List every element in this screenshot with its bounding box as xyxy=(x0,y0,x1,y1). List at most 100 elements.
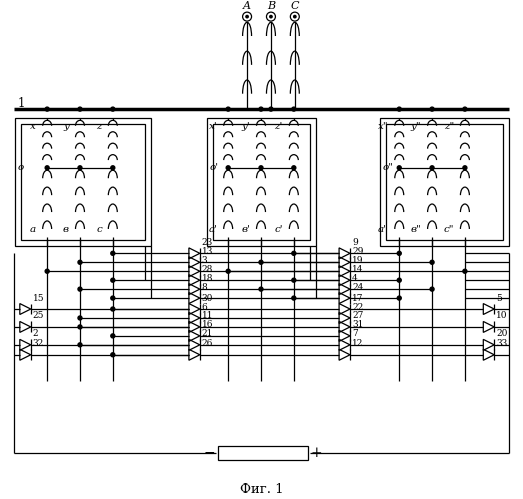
Text: 33: 33 xyxy=(496,339,507,348)
Text: 18: 18 xyxy=(202,273,213,282)
Text: a: a xyxy=(30,225,36,234)
Text: c": c" xyxy=(444,225,454,234)
Text: C: C xyxy=(291,0,299,10)
Circle shape xyxy=(45,269,49,273)
Circle shape xyxy=(78,287,82,291)
Circle shape xyxy=(78,343,82,347)
Text: 15: 15 xyxy=(33,293,44,302)
Text: 19: 19 xyxy=(352,256,363,265)
Text: 27: 27 xyxy=(352,311,363,320)
Text: +: + xyxy=(311,446,323,460)
Text: 2: 2 xyxy=(33,329,38,338)
Circle shape xyxy=(397,166,401,170)
Circle shape xyxy=(111,107,115,111)
Circle shape xyxy=(226,166,230,170)
Circle shape xyxy=(430,166,434,170)
Bar xyxy=(21,124,145,241)
Text: 5: 5 xyxy=(496,293,502,302)
Text: y": y" xyxy=(411,122,421,131)
Text: в': в' xyxy=(241,225,250,234)
Text: z': z' xyxy=(275,122,283,131)
Text: 22: 22 xyxy=(352,302,363,311)
Circle shape xyxy=(111,307,115,311)
Circle shape xyxy=(246,15,248,18)
Circle shape xyxy=(78,260,82,264)
Text: 16: 16 xyxy=(202,320,213,329)
Circle shape xyxy=(111,334,115,338)
Bar xyxy=(15,118,151,247)
Text: 7: 7 xyxy=(352,329,358,338)
Circle shape xyxy=(292,296,296,300)
Text: 28: 28 xyxy=(202,265,213,274)
Text: o": o" xyxy=(382,163,393,172)
Circle shape xyxy=(259,287,263,291)
Text: o': o' xyxy=(209,163,219,172)
Text: 3: 3 xyxy=(202,256,208,265)
Bar xyxy=(207,118,316,247)
Text: 29: 29 xyxy=(352,247,363,256)
Circle shape xyxy=(293,15,296,18)
Circle shape xyxy=(78,316,82,320)
Circle shape xyxy=(292,251,296,255)
Text: 9: 9 xyxy=(352,238,358,247)
Circle shape xyxy=(111,251,115,255)
Text: a': a' xyxy=(208,225,217,234)
Circle shape xyxy=(259,260,263,264)
Circle shape xyxy=(111,166,115,170)
Circle shape xyxy=(292,166,296,170)
Text: x': x' xyxy=(209,122,217,131)
Text: A: A xyxy=(243,0,251,10)
Text: y: y xyxy=(63,122,69,131)
Text: B: B xyxy=(267,0,275,10)
Text: 8: 8 xyxy=(202,282,208,291)
Bar xyxy=(213,124,310,241)
Bar xyxy=(380,118,509,247)
Text: 25: 25 xyxy=(33,311,44,320)
Text: 4: 4 xyxy=(352,273,358,282)
Text: 34: 34 xyxy=(256,448,270,458)
Text: 11: 11 xyxy=(202,311,213,320)
Circle shape xyxy=(430,260,434,264)
Circle shape xyxy=(226,269,230,273)
Text: o: o xyxy=(17,163,24,172)
Circle shape xyxy=(111,353,115,357)
Text: 30: 30 xyxy=(202,293,213,302)
Text: 20: 20 xyxy=(496,329,508,338)
Bar xyxy=(218,446,308,460)
Circle shape xyxy=(78,166,82,170)
Text: x": x" xyxy=(378,122,388,131)
Text: Фиг. 1: Фиг. 1 xyxy=(240,483,283,496)
Circle shape xyxy=(397,251,401,255)
Text: 26: 26 xyxy=(202,339,213,348)
Circle shape xyxy=(45,107,49,111)
Circle shape xyxy=(269,107,273,111)
Circle shape xyxy=(259,166,263,170)
Text: x: x xyxy=(30,122,36,131)
Circle shape xyxy=(397,107,401,111)
Text: 31: 31 xyxy=(352,320,363,329)
Circle shape xyxy=(78,325,82,329)
Text: в: в xyxy=(63,225,69,234)
Circle shape xyxy=(270,15,272,18)
Text: z": z" xyxy=(444,122,454,131)
Text: 6: 6 xyxy=(202,302,208,311)
Text: 23: 23 xyxy=(202,238,213,247)
Circle shape xyxy=(430,107,434,111)
Bar xyxy=(386,124,503,241)
Text: 21: 21 xyxy=(202,329,213,338)
Text: 14: 14 xyxy=(352,265,363,274)
Circle shape xyxy=(78,107,82,111)
Text: 17: 17 xyxy=(352,293,363,302)
Text: 32: 32 xyxy=(33,339,44,348)
Text: y': y' xyxy=(241,122,250,131)
Circle shape xyxy=(430,287,434,291)
Circle shape xyxy=(463,269,467,273)
Circle shape xyxy=(463,107,467,111)
Text: в": в" xyxy=(411,225,421,234)
Circle shape xyxy=(292,278,296,282)
Circle shape xyxy=(259,107,263,111)
Text: z: z xyxy=(96,122,102,131)
Text: c: c xyxy=(96,225,102,234)
Text: 13: 13 xyxy=(202,247,213,256)
Text: 10: 10 xyxy=(496,311,508,320)
